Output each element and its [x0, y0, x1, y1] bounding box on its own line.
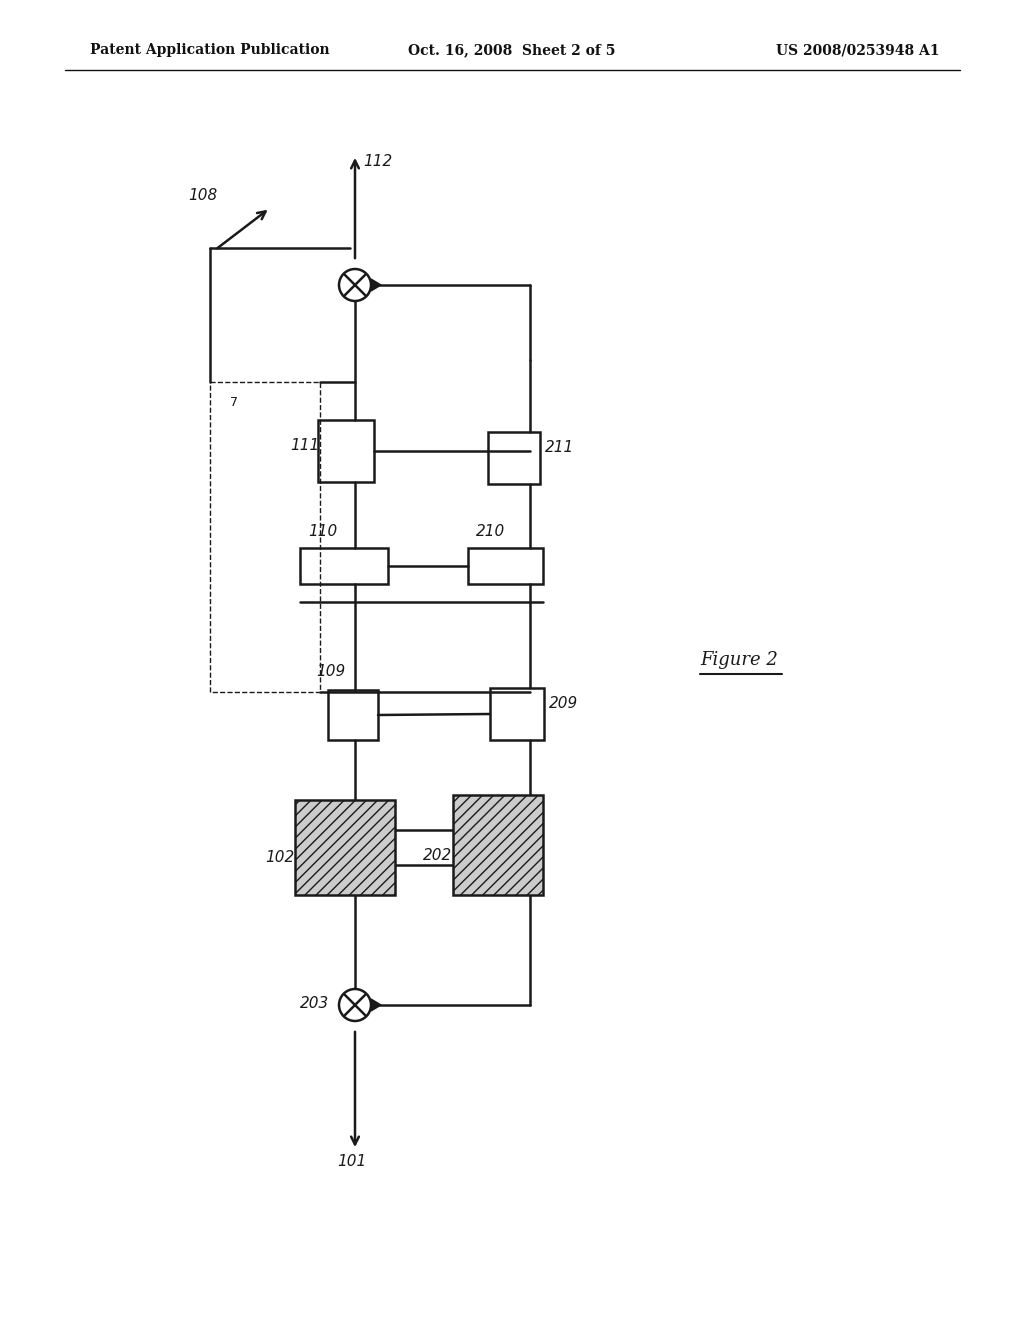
Text: 211: 211	[545, 440, 574, 454]
Bar	[300, 548, 388, 583]
Bar	[210, 381, 319, 692]
Circle shape	[339, 989, 371, 1020]
Text: 102: 102	[265, 850, 294, 865]
Bar	[318, 420, 374, 482]
Polygon shape	[371, 279, 381, 290]
Bar	[468, 548, 543, 583]
Text: Figure 2: Figure 2	[700, 651, 778, 669]
Text: 209: 209	[549, 696, 579, 710]
Bar	[490, 688, 544, 741]
Circle shape	[339, 269, 371, 301]
Text: 7: 7	[230, 396, 238, 408]
Text: 108: 108	[188, 189, 217, 203]
Text: 210: 210	[476, 524, 505, 540]
Text: Patent Application Publication: Patent Application Publication	[90, 44, 330, 57]
Bar	[453, 795, 543, 895]
Polygon shape	[371, 999, 381, 1011]
Text: 112: 112	[362, 154, 392, 169]
Bar	[328, 690, 378, 741]
Text: 110: 110	[308, 524, 337, 540]
Text: US 2008/0253948 A1: US 2008/0253948 A1	[776, 44, 940, 57]
Bar	[295, 800, 395, 895]
Text: 203: 203	[300, 995, 330, 1011]
Text: 202: 202	[423, 847, 453, 862]
Text: 109: 109	[316, 664, 345, 680]
Text: Oct. 16, 2008  Sheet 2 of 5: Oct. 16, 2008 Sheet 2 of 5	[409, 44, 615, 57]
Text: 111: 111	[290, 438, 319, 454]
Bar	[488, 432, 540, 484]
Text: 101: 101	[337, 1155, 367, 1170]
